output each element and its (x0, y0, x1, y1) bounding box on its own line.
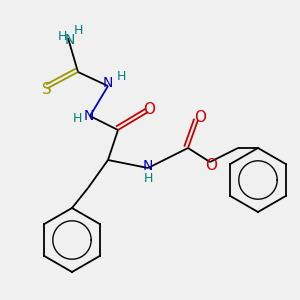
Text: O: O (194, 110, 206, 124)
Text: S: S (42, 82, 52, 97)
Text: H: H (116, 70, 126, 83)
Text: N: N (84, 109, 94, 123)
Text: N: N (65, 33, 75, 47)
Text: N: N (103, 76, 113, 90)
Text: O: O (205, 158, 217, 173)
Text: O: O (143, 101, 155, 116)
Text: H: H (143, 172, 153, 185)
Text: H: H (72, 112, 82, 124)
Text: N: N (143, 159, 153, 173)
Text: H: H (57, 29, 67, 43)
Text: H: H (73, 25, 83, 38)
